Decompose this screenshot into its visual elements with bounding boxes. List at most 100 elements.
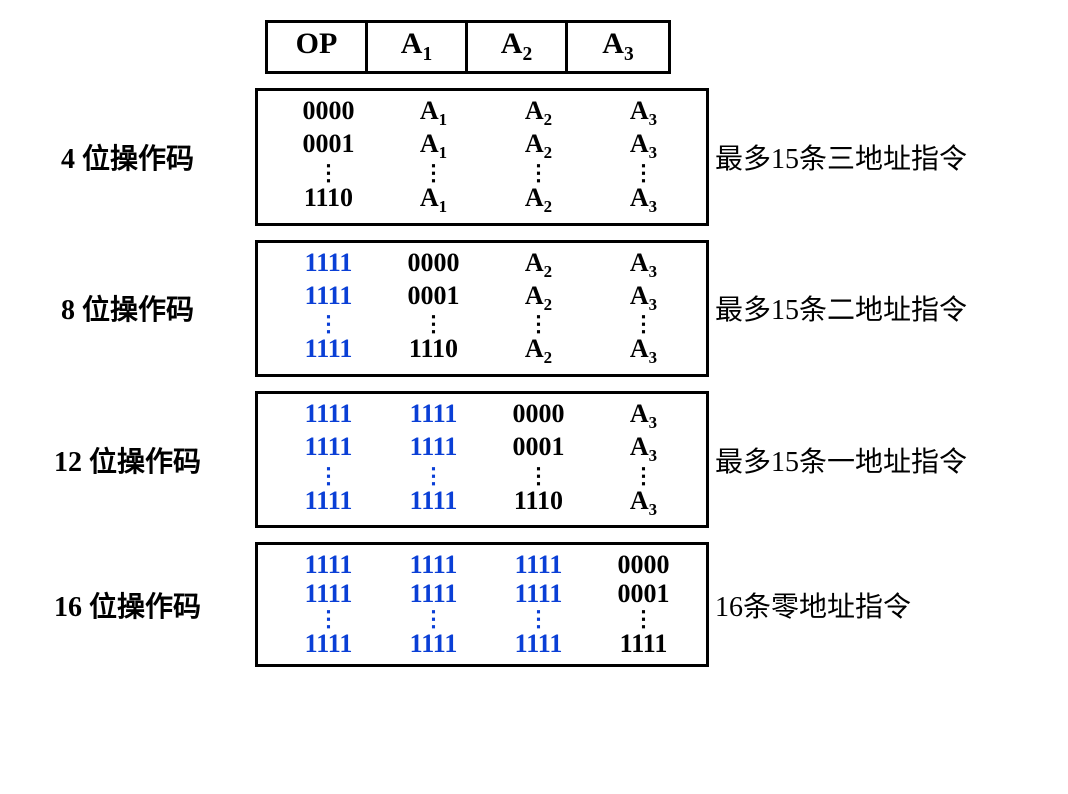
vdots-icon: ⋮ [591,470,696,481]
header-box: OP A1 A2 A3 [265,20,671,74]
left-label-3: 16 位操作码 [20,585,245,625]
box0-last: 1110 A1 A2 A3 [276,184,696,217]
c: 1110 [486,487,591,520]
c: A3 [591,130,696,163]
vdots-icon: ⋮ [486,167,591,178]
c: 1111 [486,551,591,580]
c: A1 [381,130,486,163]
c: 1111 [591,630,696,659]
header-a1: A1 [368,23,468,71]
c: 1111 [276,282,381,315]
c: A3 [591,184,696,217]
c: A3 [591,433,696,466]
c: A2 [486,335,591,368]
c: 1111 [276,487,381,520]
c: 1110 [276,184,381,217]
vdots-icon: ⋮ [591,167,696,178]
vdots-icon: ⋮ [486,613,591,624]
box3-last: 1111 1111 1111 1111 [276,630,696,659]
c: 0000 [486,400,591,433]
box3-row1: 1111 1111 1111 0001 [276,580,696,609]
c: 1111 [486,630,591,659]
format-box-1: 1111 0000 A2 A3 1111 0001 A2 A3 ⋮ ⋮ ⋮ ⋮ … [255,240,709,377]
right-label-2: 最多15条一地址指令 [685,440,1045,480]
box2-row0: 1111 1111 0000 A3 [276,400,696,433]
c: 1111 [381,580,486,609]
c: A3 [591,335,696,368]
box3-row0: 1111 1111 1111 0000 [276,551,696,580]
diagram: OP A1 A2 A3 4 位操作码 0000 A1 A2 A3 0001 A1… [20,20,1048,667]
vdots-icon: ⋮ [486,318,591,329]
vdots-icon: ⋮ [381,470,486,481]
c: 1111 [276,551,381,580]
c: 1111 [276,335,381,368]
c: 0001 [381,282,486,315]
c: 0000 [276,97,381,130]
vdots-icon: ⋮ [591,318,696,329]
c: A1 [381,184,486,217]
c: 1111 [276,580,381,609]
c: 1110 [381,335,486,368]
c: 0001 [276,130,381,163]
vdots-icon: ⋮ [276,613,381,624]
vdots-icon: ⋮ [381,167,486,178]
format-box-0: 0000 A1 A2 A3 0001 A1 A2 A3 ⋮ ⋮ ⋮ ⋮ 1110… [255,88,709,225]
header-op: OP [268,23,368,71]
vdots-icon: ⋮ [591,613,696,624]
c: 1111 [276,630,381,659]
vdots-icon: ⋮ [276,167,381,178]
vdots-icon: ⋮ [486,470,591,481]
c: 0001 [591,580,696,609]
format-box-3: 1111 1111 1111 0000 1111 1111 1111 0001 … [255,542,709,667]
box0-row0: 0000 A1 A2 A3 [276,97,696,130]
right-label-0: 最多15条三地址指令 [685,137,1045,177]
header-a2-text: A2 [501,27,532,60]
c: A3 [591,97,696,130]
box1-row1: 1111 0001 A2 A3 [276,282,696,315]
vdots-icon: ⋮ [381,318,486,329]
left-label-1-text: 8 位操作码 [61,295,194,326]
box0-dots: ⋮ ⋮ ⋮ ⋮ [276,163,696,184]
c: A3 [591,487,696,520]
left-label-3-text: 16 位操作码 [54,592,201,623]
c: A2 [486,130,591,163]
left-label-0: 4 位操作码 [20,137,245,177]
box2-dots: ⋮ ⋮ ⋮ ⋮ [276,466,696,487]
c: 1111 [381,630,486,659]
c: A3 [591,282,696,315]
c: A1 [381,97,486,130]
c: 0000 [591,551,696,580]
box2-row1: 1111 1111 0001 A3 [276,433,696,466]
c: 1111 [381,433,486,466]
c: 1111 [381,487,486,520]
c: 0000 [381,249,486,282]
vdots-icon: ⋮ [381,613,486,624]
box1-row0: 1111 0000 A2 A3 [276,249,696,282]
c: 1111 [276,433,381,466]
vdots-icon: ⋮ [276,318,381,329]
box1-last: 1111 1110 A2 A3 [276,335,696,368]
c: A3 [591,249,696,282]
left-label-2: 12 位操作码 [20,440,245,480]
c: 1111 [381,551,486,580]
format-box-2: 1111 1111 0000 A3 1111 1111 0001 A3 ⋮ ⋮ … [255,391,709,528]
c: A3 [591,400,696,433]
header-a2: A2 [468,23,568,71]
c: A2 [486,282,591,315]
header-a3: A3 [568,23,668,71]
left-label-2-text: 12 位操作码 [54,447,201,478]
header-a3-text: A3 [602,27,633,60]
c: 0001 [486,433,591,466]
box1-dots: ⋮ ⋮ ⋮ ⋮ [276,314,696,335]
c: 1111 [276,400,381,433]
c: 1111 [486,580,591,609]
right-label-1: 最多15条二地址指令 [685,288,1045,328]
c: A2 [486,249,591,282]
box2-last: 1111 1111 1110 A3 [276,487,696,520]
c: A2 [486,97,591,130]
left-label-0-text: 4 位操作码 [61,144,194,175]
c: A2 [486,184,591,217]
c: 1111 [276,249,381,282]
left-label-1: 8 位操作码 [20,288,245,328]
box0-row1: 0001 A1 A2 A3 [276,130,696,163]
